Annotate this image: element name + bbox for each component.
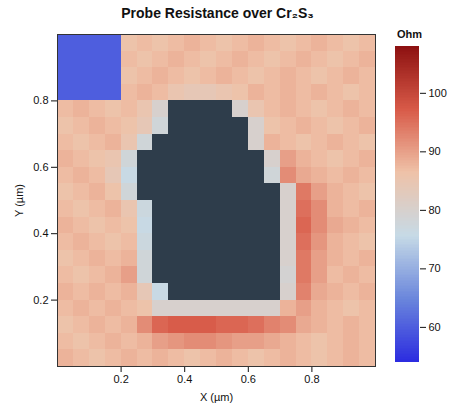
svg-text:0.4: 0.4 bbox=[33, 227, 48, 239]
svg-text:0.2: 0.2 bbox=[33, 294, 48, 306]
svg-text:100: 100 bbox=[429, 87, 447, 99]
svg-text:0.2: 0.2 bbox=[113, 373, 128, 385]
svg-text:0.4: 0.4 bbox=[177, 373, 192, 385]
html-text:Probe Resistance over Cr₂S₃: Probe Resistance over Cr₂S₃ bbox=[121, 5, 314, 21]
html-text:Ohm: Ohm bbox=[397, 28, 423, 40]
svg-text:Y (µm): Y (µm) bbox=[13, 184, 25, 217]
svg-text:90: 90 bbox=[429, 145, 441, 157]
svg-text:0.8: 0.8 bbox=[304, 373, 319, 385]
svg-text:X (µm): X (µm) bbox=[200, 391, 233, 403]
svg-text:0.6: 0.6 bbox=[241, 373, 256, 385]
svg-text:60: 60 bbox=[429, 321, 441, 333]
svg-text:70: 70 bbox=[429, 262, 441, 274]
svg-text:0.8: 0.8 bbox=[33, 94, 48, 106]
svg-text:0.6: 0.6 bbox=[33, 161, 48, 173]
svg-text:80: 80 bbox=[429, 204, 441, 216]
